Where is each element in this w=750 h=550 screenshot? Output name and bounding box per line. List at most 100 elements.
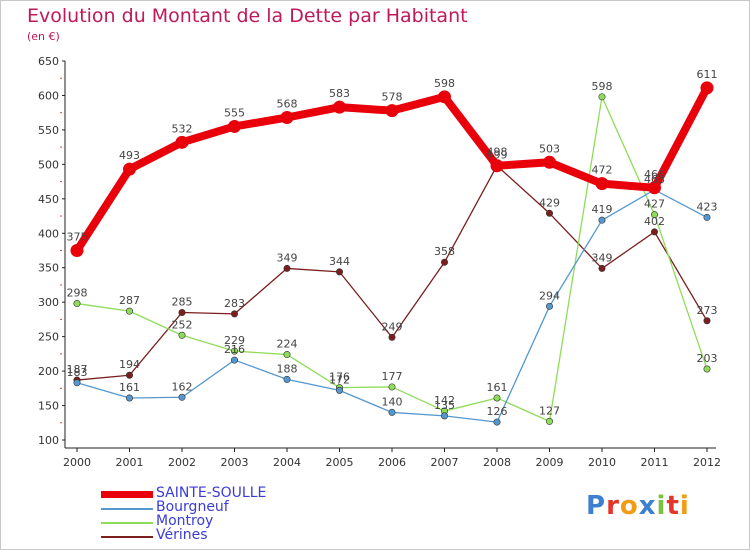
logo-letter: o	[619, 491, 639, 521]
data-label: 283	[224, 297, 245, 310]
data-label: 224	[277, 338, 298, 351]
logo-letter: t	[666, 491, 680, 521]
data-point	[70, 244, 84, 257]
data-point	[283, 351, 291, 359]
chart-subtitle: (en €)	[27, 30, 60, 43]
legend-label: Montroy	[156, 513, 214, 529]
logo-letter: x	[638, 491, 657, 521]
x-tick-label: 2008	[483, 456, 511, 469]
data-label: 429	[539, 196, 560, 209]
data-label: 463	[644, 173, 665, 186]
data-label: 568	[277, 98, 298, 111]
data-point	[648, 181, 661, 195]
data-label: 298	[67, 287, 88, 300]
data-point	[335, 268, 343, 276]
data-point	[283, 264, 291, 272]
legend-swatch	[101, 508, 153, 510]
data-point	[228, 119, 241, 133]
data-point	[73, 379, 81, 387]
data-label: 294	[539, 289, 560, 302]
data-point	[598, 216, 606, 224]
x-tick-label: 2010	[588, 456, 616, 469]
data-label: 358	[434, 245, 455, 258]
data-label: 126	[487, 405, 508, 418]
data-label: 252	[172, 318, 193, 331]
data-point	[543, 155, 556, 169]
data-point	[283, 375, 291, 383]
x-tick-label: 2012	[693, 456, 721, 469]
data-point	[123, 162, 136, 176]
data-point	[178, 309, 186, 317]
data-point	[440, 412, 448, 420]
data-label: 287	[119, 294, 140, 307]
data-label: 249	[382, 320, 403, 333]
data-label: 555	[224, 106, 245, 119]
data-label: 499	[487, 149, 508, 162]
proxiti-logo: Proxiti	[586, 491, 690, 521]
data-label: 273	[697, 304, 718, 317]
y-tick-label: 200	[38, 365, 59, 378]
data-point	[490, 159, 504, 173]
data-point	[703, 213, 711, 221]
y-tick-label: 600	[38, 89, 59, 102]
data-label: 611	[697, 68, 718, 81]
data-point	[438, 90, 451, 104]
x-tick-label: 2003	[221, 456, 249, 469]
data-label: 503	[539, 142, 560, 155]
legend-label: Vérines	[156, 527, 208, 543]
y-tick-label: 350	[38, 262, 59, 275]
y-tick-label: 400	[38, 227, 59, 240]
data-label: 216	[224, 343, 245, 356]
data-label: 161	[487, 381, 508, 394]
x-tick-label: 2006	[378, 456, 406, 469]
data-label: 176	[329, 371, 350, 384]
data-label: 285	[172, 296, 193, 309]
data-point	[388, 333, 396, 341]
x-tick-label: 2004	[273, 456, 301, 469]
data-point	[598, 93, 606, 101]
x-tick-label: 2000	[63, 456, 91, 469]
logo-letter: i	[656, 491, 667, 521]
data-point	[126, 307, 134, 315]
data-label: 402	[644, 215, 665, 228]
data-label: 466	[644, 168, 665, 181]
x-tick-label: 2011	[641, 456, 669, 469]
data-point	[385, 104, 399, 118]
data-label: 161	[119, 381, 140, 394]
data-label: 177	[382, 370, 403, 383]
data-label: 162	[172, 380, 193, 393]
legend-label: Bourgneuf	[156, 499, 229, 515]
legend-label: SAINTE-SOULLE	[156, 485, 267, 501]
y-tick-label: 650	[38, 55, 59, 68]
data-point	[440, 258, 448, 266]
logo-letter: r	[606, 491, 620, 521]
data-point	[231, 310, 239, 318]
data-point	[388, 383, 396, 391]
data-point	[493, 418, 501, 426]
data-label: 419	[592, 203, 613, 216]
data-label: 583	[329, 87, 350, 100]
data-point	[126, 394, 134, 402]
x-tick-label: 2002	[168, 456, 196, 469]
legend-swatch	[101, 536, 153, 538]
data-point	[703, 317, 711, 325]
data-label: 344	[329, 255, 350, 268]
logo-letter: i	[679, 491, 690, 521]
legend-swatch	[101, 491, 153, 498]
data-point	[650, 211, 658, 219]
y-tick-label: 250	[38, 331, 59, 344]
data-label: 349	[277, 251, 298, 264]
data-point	[280, 111, 294, 125]
data-label: 135	[434, 399, 455, 412]
data-label: 532	[172, 122, 193, 135]
data-point	[493, 394, 501, 402]
data-point	[231, 356, 239, 364]
x-tick-label: 2005	[326, 456, 354, 469]
data-label: 172	[329, 373, 350, 386]
data-label: 598	[592, 80, 613, 93]
data-point	[231, 347, 239, 355]
data-label: 427	[644, 198, 665, 211]
data-point	[595, 177, 609, 191]
x-tick-label: 2007	[431, 456, 459, 469]
